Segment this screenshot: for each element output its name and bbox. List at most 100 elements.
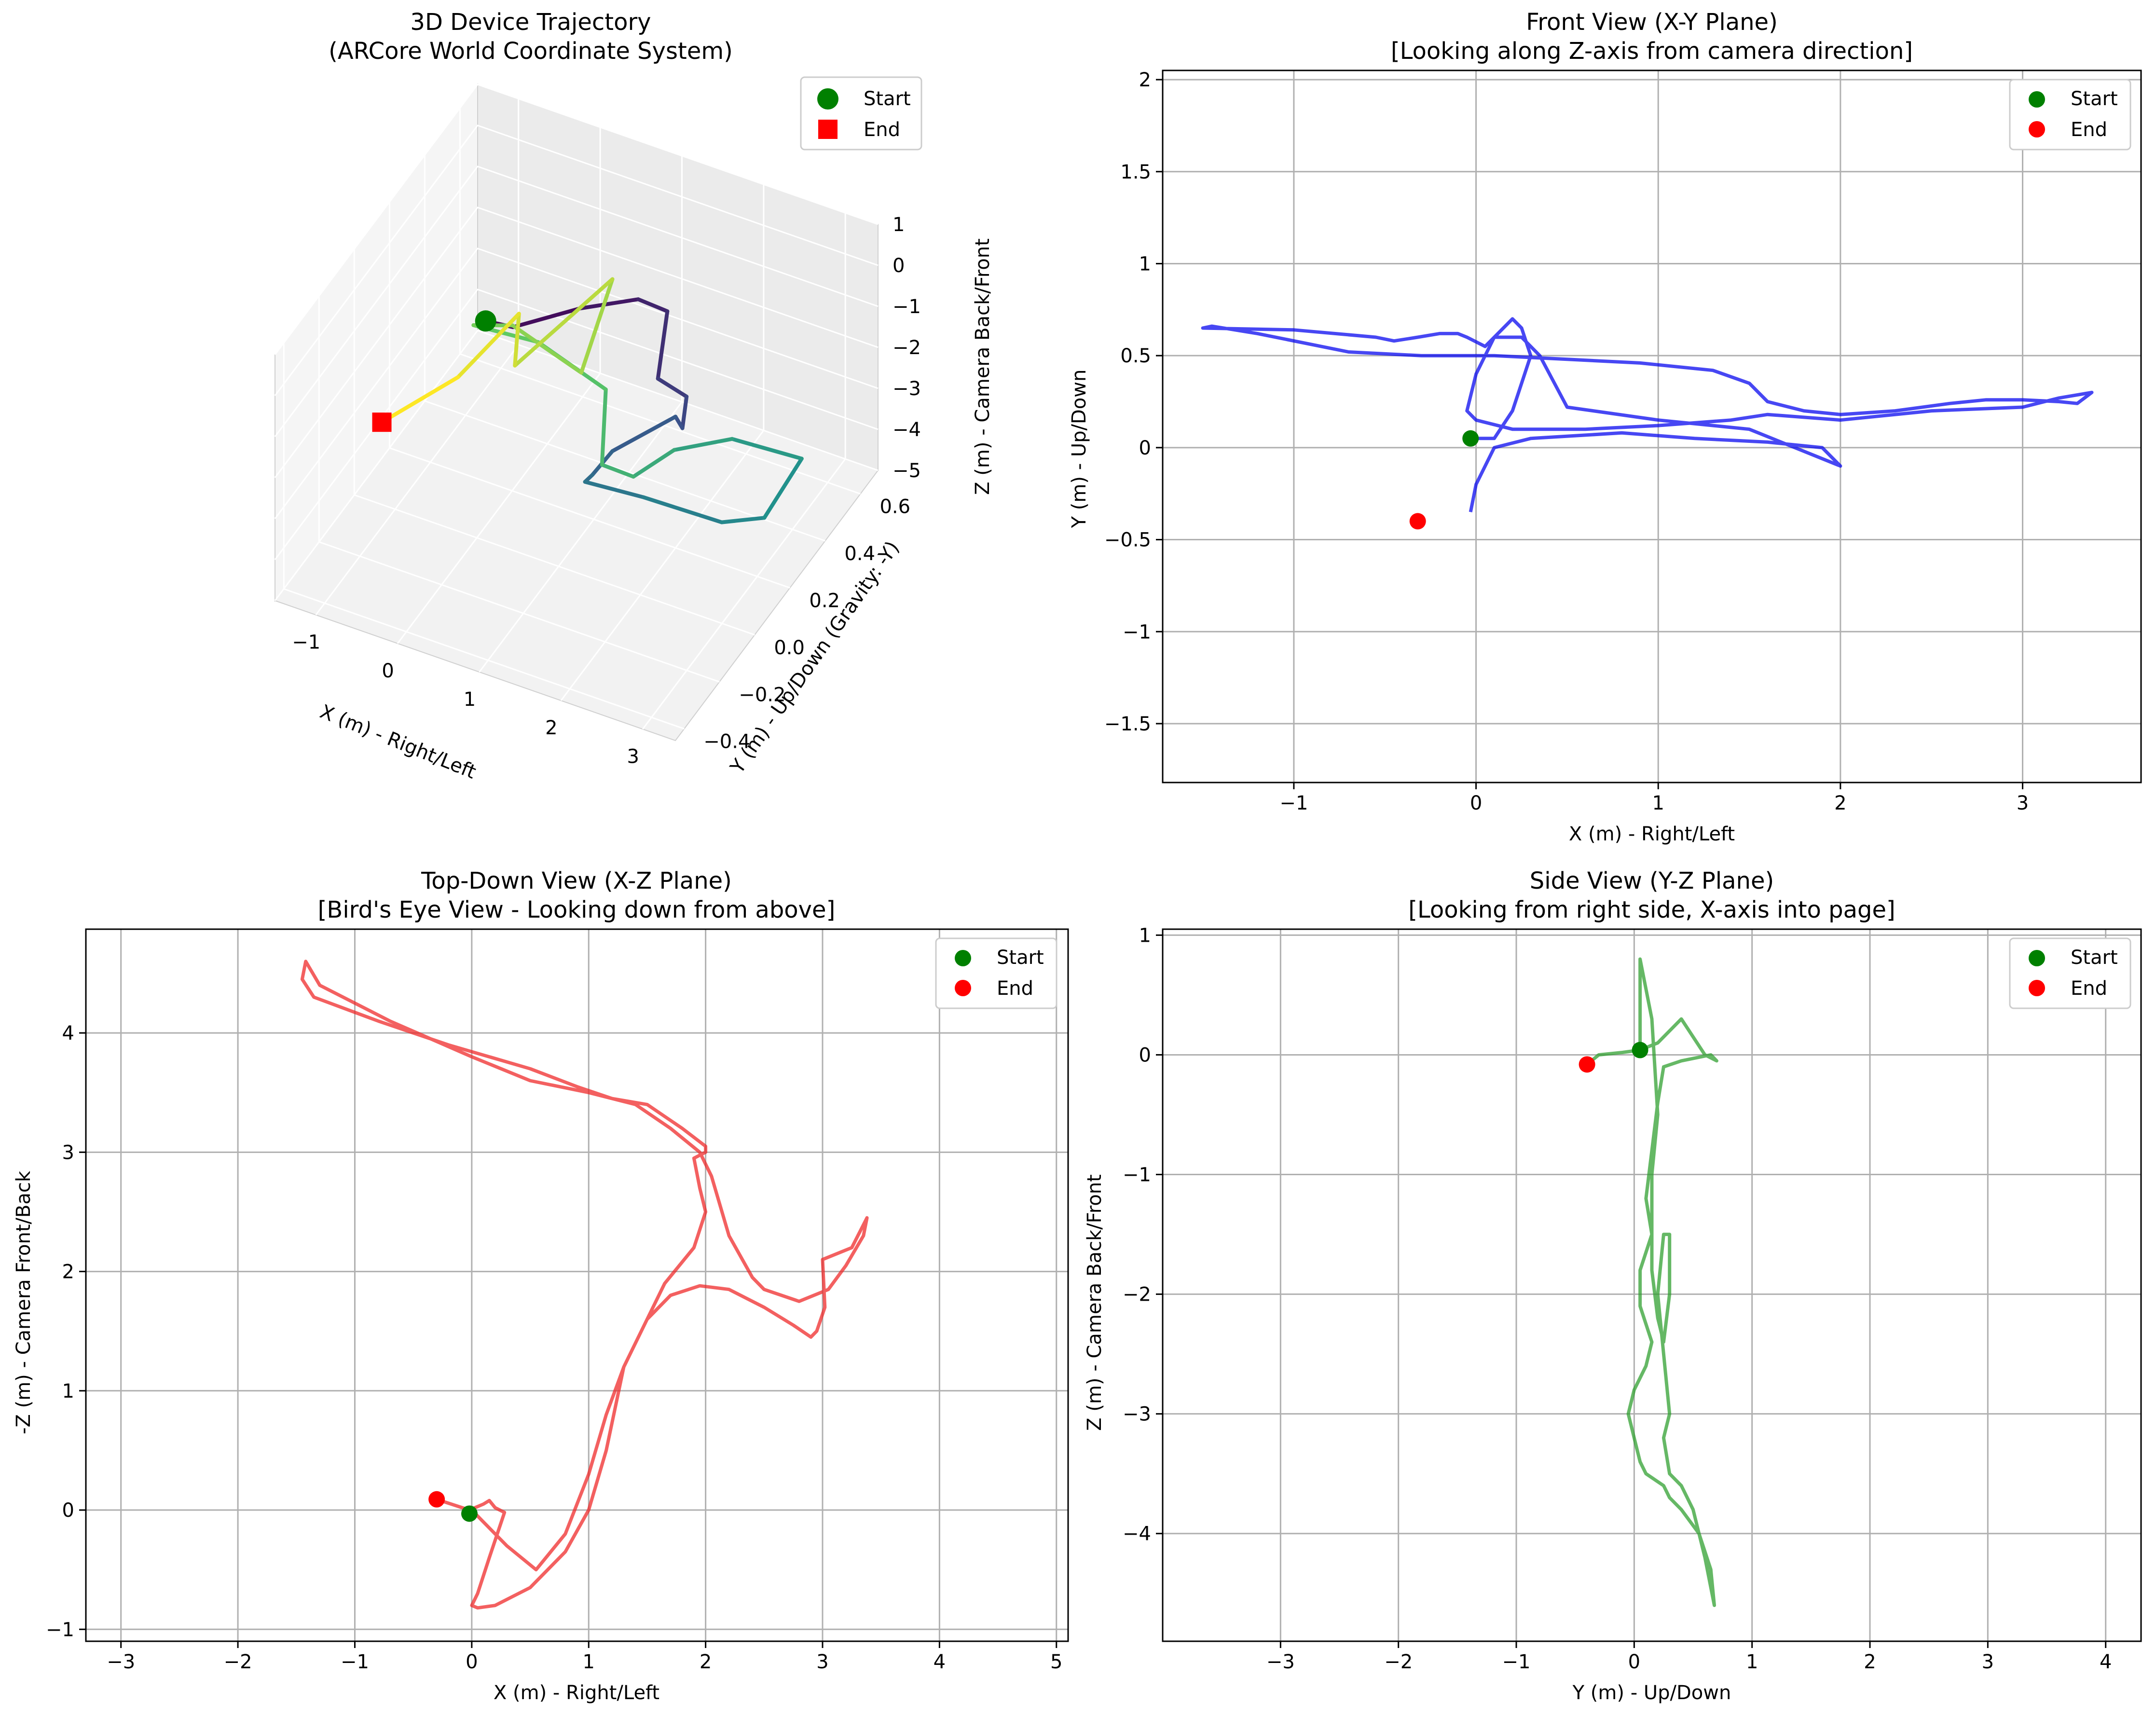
y-tick-label: 1.5 bbox=[1120, 161, 1151, 183]
legend-end-label: End bbox=[864, 119, 900, 141]
legend-start-label: Start bbox=[2071, 947, 2118, 969]
panel-3d-zlabel: Z (m) - Camera Back/Front bbox=[972, 238, 994, 495]
x-tick-label: −1 bbox=[1502, 1651, 1531, 1673]
trajectory-segment bbox=[672, 437, 734, 452]
z-gridline bbox=[274, 247, 879, 519]
end-point bbox=[1409, 513, 1426, 530]
panel-side-view: Side View (Y-Z Plane) [Looking from righ… bbox=[1084, 867, 2142, 1704]
start-marker-icon bbox=[817, 88, 838, 110]
z-tick-label: −3 bbox=[893, 378, 921, 400]
trajectory-segment bbox=[610, 414, 678, 453]
trajectory-segment bbox=[600, 463, 635, 479]
y-tick-label: 0.0 bbox=[774, 637, 805, 659]
trajectory-segment bbox=[656, 309, 670, 381]
x-tick-label: 0 bbox=[466, 1651, 478, 1673]
y-tick-label: 0.2 bbox=[809, 590, 840, 612]
panel-front-subtitle: [Looking along Z-axis from camera direct… bbox=[1391, 38, 1913, 65]
y-tick-label: 0.4 bbox=[844, 543, 875, 565]
trajectory-segment bbox=[636, 297, 670, 314]
panel-front-legend: Start End bbox=[2009, 79, 2131, 151]
x-tick-label: 3 bbox=[627, 745, 639, 768]
x-tick-label: 2 bbox=[545, 717, 557, 739]
z-tick-label: −1 bbox=[893, 296, 921, 318]
plot-frame bbox=[1162, 928, 2142, 1642]
trajectory-segment bbox=[762, 456, 804, 520]
trajectory-line bbox=[1201, 317, 2094, 512]
start-point bbox=[461, 1505, 478, 1522]
trajectory-segment bbox=[641, 495, 724, 524]
trajectory-segment bbox=[511, 306, 582, 330]
x-tick-label: 1 bbox=[1652, 792, 1664, 814]
panel-side-plot: −3 −2 −1 0 1 2 3 4 −4 −3 −2 −1 0 1 bbox=[1123, 924, 2142, 1673]
y-tick-label: 1 bbox=[62, 1380, 74, 1402]
x-tick-label: −1 bbox=[341, 1651, 369, 1673]
trajectory-segment bbox=[513, 312, 521, 368]
y-tick-label: −4 bbox=[1123, 1523, 1151, 1545]
panel-top-xlabel: X (m) - Right/Left bbox=[494, 1682, 659, 1704]
x-tick-label: −3 bbox=[1266, 1651, 1295, 1673]
trajectory-segment bbox=[673, 414, 685, 430]
panel-top-subtitle: [Bird's Eye View - Looking down from abo… bbox=[318, 896, 836, 923]
trajectory-segment bbox=[600, 387, 608, 467]
legend-end-label: End bbox=[997, 977, 1033, 1000]
trajectory-segment bbox=[513, 277, 615, 368]
panel-3d-subtitle: (ARCore World Coordinate System) bbox=[329, 38, 733, 65]
x-tick-label: −2 bbox=[224, 1651, 252, 1673]
panel-side-legend: Start End bbox=[2009, 937, 2131, 1009]
z-tick-label: 0 bbox=[893, 255, 905, 277]
z-tick-label: −4 bbox=[893, 419, 921, 441]
y-tick-label: −1.5 bbox=[1104, 713, 1151, 735]
x-tick-label: 5 bbox=[1050, 1651, 1062, 1673]
z-gridline bbox=[274, 165, 879, 437]
panel-3d-xlabel: X (m) - Right/Left bbox=[317, 701, 479, 783]
z-tick-label: −5 bbox=[893, 460, 921, 482]
y-tick-label: 1 bbox=[1139, 253, 1151, 275]
plot-frame bbox=[1162, 69, 2142, 783]
end-marker-icon bbox=[2029, 980, 2045, 996]
start-point bbox=[1632, 1042, 1648, 1058]
x-tick-label: 0 bbox=[1628, 1651, 1640, 1673]
end-marker-icon bbox=[818, 120, 838, 139]
panel-front-plot: −1 0 1 2 3 −1.5 −1 −0.5 0 0.5 1 1.5 2 bbox=[1104, 69, 2142, 814]
y-tick-label: 2 bbox=[1139, 69, 1151, 91]
start-point bbox=[1462, 430, 1479, 447]
trajectory-segment bbox=[456, 312, 521, 379]
panel-top-title: Top-Down View (X-Z Plane) bbox=[421, 867, 732, 894]
legend-end-label: End bbox=[2071, 977, 2107, 1000]
panel-front-title: Front View (X-Y Plane) bbox=[1526, 9, 1778, 36]
panel-3d-legend: Start End bbox=[800, 76, 922, 151]
panel-side-xlabel: Y (m) - Up/Down bbox=[1572, 1682, 1731, 1704]
end-point bbox=[428, 1491, 445, 1508]
z-gridline bbox=[274, 83, 879, 355]
start-marker-icon bbox=[2029, 91, 2045, 108]
trajectory-line bbox=[300, 960, 869, 1610]
panel-front-ylabel: Y (m) - Up/Down bbox=[1068, 370, 1090, 529]
start-point bbox=[475, 310, 496, 332]
panel-side-ylabel: Z (m) - Camera Back/Front bbox=[1084, 1174, 1106, 1431]
y-tick-label: 4 bbox=[62, 1022, 74, 1044]
end-marker-icon bbox=[2029, 121, 2045, 137]
panel-3d: 3D Device Trajectory (ARCore World Coord… bbox=[274, 9, 994, 783]
trajectory-segment bbox=[631, 448, 676, 479]
x-tick-label: 1 bbox=[464, 688, 476, 711]
x-tick-label: 1 bbox=[583, 1651, 595, 1673]
panel-front-view: Front View (X-Y Plane) [Looking along Z-… bbox=[1068, 9, 2142, 845]
plot-frame bbox=[85, 928, 1069, 1642]
trajectory-segment bbox=[577, 297, 640, 311]
x-tick-label: 2 bbox=[700, 1651, 712, 1673]
panel-top-down-view: Top-Down View (X-Z Plane) [Bird's Eye Vi… bbox=[13, 867, 1069, 1704]
z-tick-label: 1 bbox=[893, 214, 905, 236]
legend-start-label: Start bbox=[864, 88, 911, 110]
x-tick-label: −3 bbox=[107, 1651, 135, 1673]
x-tick-label: 2 bbox=[1864, 1651, 1876, 1673]
y-tick-label: 0.6 bbox=[879, 496, 910, 518]
panel-top-ylabel: -Z (m) - Camera Front/Back bbox=[13, 1170, 35, 1434]
trajectory-segment bbox=[583, 480, 645, 499]
y-tick-label: 2 bbox=[62, 1261, 74, 1283]
y-tick-label: −0.5 bbox=[1104, 529, 1151, 551]
y-tick-label: −3 bbox=[1123, 1403, 1151, 1426]
y-tick-label: 1 bbox=[1139, 924, 1151, 947]
legend-start-label: Start bbox=[2071, 88, 2118, 110]
y-tick-label: −1 bbox=[1123, 1164, 1151, 1186]
